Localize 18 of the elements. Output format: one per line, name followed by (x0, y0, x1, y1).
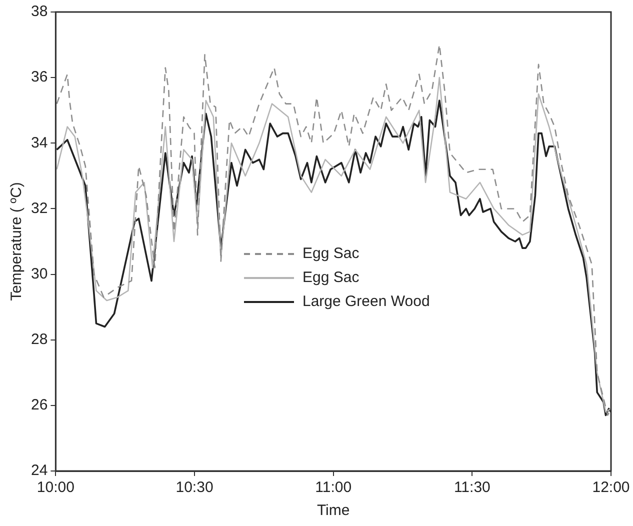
y-axis-title: Temperature ( ºC) (8, 182, 26, 301)
legend-label: Egg Sac (302, 269, 360, 286)
x-axis-title: Time (316, 502, 350, 520)
y-tick-label: 34 (30, 134, 48, 152)
x-tick-label: 10:30 (176, 479, 214, 496)
x-tick-label: 12:00 (592, 479, 630, 496)
y-tick-label: 30 (30, 265, 48, 282)
y-tick-label: 26 (30, 396, 48, 414)
y-tick-label: 28 (30, 331, 48, 348)
legend-label: Egg Sac (302, 245, 360, 262)
x-tick-label: 11:30 (454, 479, 490, 496)
y-tick-label: 32 (30, 200, 48, 217)
x-tick-label: 10:00 (36, 479, 74, 496)
y-tick-label: 38 (30, 3, 48, 20)
legend-label: Large Green Wood (302, 293, 430, 310)
y-tick-label: 36 (30, 68, 48, 86)
x-tick-label: 11:00 (315, 479, 352, 496)
y-tick-label: 24 (30, 462, 48, 480)
